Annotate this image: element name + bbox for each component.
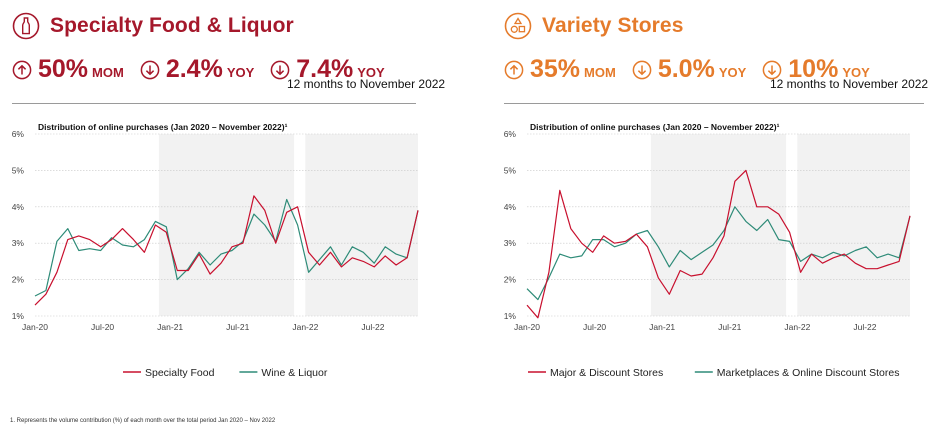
- x-tick-label: Jan-22: [784, 322, 810, 332]
- line-chart-variety: Distribution of online purchases (Jan 20…: [504, 122, 911, 379]
- arrow-up-icon: [504, 60, 524, 79]
- x-tick-label: Jul-21: [226, 322, 249, 332]
- arrow-down-icon: [270, 60, 290, 79]
- panel-header: Variety Stores: [504, 9, 683, 43]
- x-tick-label: Jul-20: [583, 322, 606, 332]
- stat-value: 2.4%: [165, 55, 223, 83]
- series-line-a: [34, 195, 419, 306]
- shaded-period: [305, 134, 418, 316]
- y-tick-label: 2%: [12, 275, 25, 285]
- panel-specialty-food: Specialty Food & Liquor 50% MOM 2.4% YOY…: [0, 0, 460, 400]
- x-tick-label: Jan-21: [157, 322, 183, 332]
- y-tick-label: 1%: [12, 311, 25, 321]
- divider: [504, 103, 924, 104]
- arrow-up-icon: [12, 60, 32, 79]
- y-tick-label: 2%: [504, 275, 517, 285]
- legend-label: Marketplaces & Online Discount Stores: [717, 367, 900, 379]
- stat-yoy-12m: 7.4% YOY: [270, 55, 385, 84]
- stat-unit: YOY: [842, 65, 870, 80]
- chart-title: Distribution of online purchases (Jan 20…: [530, 122, 780, 132]
- stat-value: 35%: [530, 55, 581, 83]
- stat-yoy: 5.0% YOY: [632, 55, 746, 84]
- arrow-down-icon: [762, 60, 782, 79]
- page-title: Specialty Food & Liquor: [50, 14, 294, 37]
- x-tick-label: Jul-22: [361, 322, 384, 332]
- stat-mom: 50% MOM: [12, 55, 124, 84]
- series-line-a: [526, 169, 911, 319]
- y-tick-label: 5%: [504, 165, 517, 175]
- stats-row: 35% MOM 5.0% YOY 10% YOY: [504, 55, 886, 84]
- footnote: 1. Represents the volume contribution (%…: [10, 418, 276, 424]
- shapes-icon: [504, 12, 532, 40]
- legend-label: Specialty Food: [145, 367, 215, 379]
- panel-header: Specialty Food & Liquor: [12, 9, 294, 43]
- stat-value: 5.0%: [657, 55, 715, 83]
- series-line-b: [34, 198, 419, 297]
- stat-yoy-12m: 10% YOY: [762, 55, 870, 84]
- y-tick-label: 1%: [504, 311, 517, 321]
- y-tick-label: 3%: [12, 238, 25, 248]
- y-tick-label: 5%: [12, 165, 25, 175]
- x-tick-label: Jul-20: [91, 322, 114, 332]
- stat-value: 10%: [788, 55, 839, 83]
- shaded-period: [158, 134, 295, 316]
- stat-unit: MOM: [92, 65, 124, 80]
- x-tick-label: Jan-21: [649, 322, 675, 332]
- x-tick-label: Jan-20: [514, 322, 540, 332]
- stat-yoy: 2.4% YOY: [140, 55, 254, 84]
- line-chart-specialty: Distribution of online purchases (Jan 20…: [12, 122, 419, 379]
- y-tick-label: 3%: [504, 238, 517, 248]
- stat-note: 12 months to November 2022: [770, 77, 929, 91]
- x-tick-label: Jul-22: [853, 322, 876, 332]
- chart-title: Distribution of online purchases (Jan 20…: [38, 122, 288, 132]
- stat-value: 50%: [38, 55, 89, 83]
- x-tick-label: Jan-20: [22, 322, 48, 332]
- stat-unit: YOY: [226, 65, 255, 80]
- bottle-icon: [12, 12, 40, 40]
- stat-unit: MOM: [584, 65, 616, 80]
- y-tick-label: 4%: [504, 202, 517, 212]
- x-tick-label: Jan-22: [292, 322, 318, 332]
- shaded-period: [797, 134, 910, 316]
- page-title: Variety Stores: [542, 14, 684, 37]
- arrow-down-icon: [632, 60, 652, 79]
- stats-row: 50% MOM 2.4% YOY 7.4% YOY: [12, 55, 401, 84]
- legend-label: Wine & Liquor: [261, 367, 327, 379]
- y-tick-label: 4%: [12, 202, 25, 212]
- legend-label: Major & Discount Stores: [550, 367, 663, 379]
- stat-note: 12 months to November 2022: [287, 77, 446, 91]
- x-tick-label: Jul-21: [718, 322, 741, 332]
- stat-unit: YOY: [357, 65, 385, 80]
- y-tick-label: 6%: [504, 129, 517, 139]
- stat-mom: 35% MOM: [504, 55, 616, 84]
- divider: [12, 103, 416, 104]
- stat-unit: YOY: [718, 65, 747, 80]
- y-tick-label: 6%: [12, 129, 25, 139]
- panel-variety-stores: Variety Stores 35% MOM 5.0% YOY 10% YOY …: [492, 0, 936, 400]
- stat-value: 7.4%: [296, 55, 354, 83]
- arrow-down-icon: [140, 60, 160, 79]
